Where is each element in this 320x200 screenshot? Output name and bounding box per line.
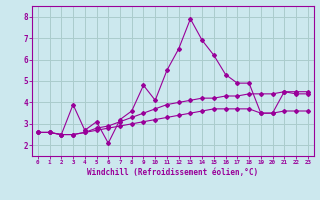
X-axis label: Windchill (Refroidissement éolien,°C): Windchill (Refroidissement éolien,°C) [87, 168, 258, 177]
